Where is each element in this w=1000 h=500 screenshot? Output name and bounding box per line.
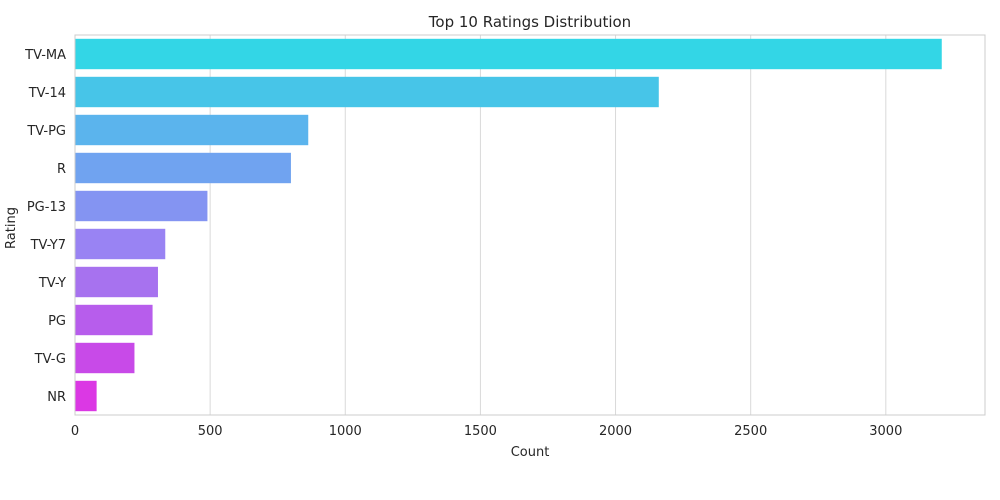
y-tick-label: TV-G <box>34 352 66 367</box>
y-tick-label: TV-PG <box>26 124 66 139</box>
bar-nr <box>75 380 97 412</box>
plot-frame <box>74 34 986 416</box>
y-tick-label: PG-13 <box>27 200 66 215</box>
x-tick-label: 1000 <box>329 424 362 439</box>
y-tick-label: NR <box>47 390 66 405</box>
x-tick-label: 2000 <box>599 424 632 439</box>
bar-pg <box>75 304 153 336</box>
bar-tv-g <box>75 342 135 374</box>
bar-tv-y <box>75 266 158 298</box>
bar-tv-pg <box>75 114 309 146</box>
y-tick-label: R <box>57 162 66 177</box>
x-tick-labels: 0 500 1000 1500 2000 2500 3000 <box>71 424 902 439</box>
bar-r <box>75 152 291 184</box>
x-tick-label: 2500 <box>734 424 767 439</box>
x-tick-label: 0 <box>71 424 79 439</box>
y-tick-label: PG <box>48 314 66 329</box>
y-tick-label: TV-14 <box>28 86 66 101</box>
x-tick-label: 500 <box>198 424 223 439</box>
bar-tv-ma <box>75 38 942 70</box>
y-tick-label: TV-Y <box>38 276 66 291</box>
bars <box>75 38 942 412</box>
x-tick-label: 1500 <box>464 424 497 439</box>
x-tick-label: 3000 <box>869 424 902 439</box>
chart-title: Top 10 Ratings Distribution <box>428 13 631 31</box>
x-axis-label: Count <box>511 445 550 460</box>
y-axis-label: Rating <box>4 207 19 249</box>
bar-pg-13 <box>75 190 208 222</box>
y-tick-label: TV-Y7 <box>30 238 66 253</box>
y-tick-label: TV-MA <box>24 48 66 63</box>
bar-tv-14 <box>75 76 659 108</box>
bar-tv-y7 <box>75 228 166 260</box>
y-tick-labels: TV-MA TV-14 TV-PG R PG-13 TV-Y7 TV-Y PG TV-G NR <box>24 48 66 405</box>
